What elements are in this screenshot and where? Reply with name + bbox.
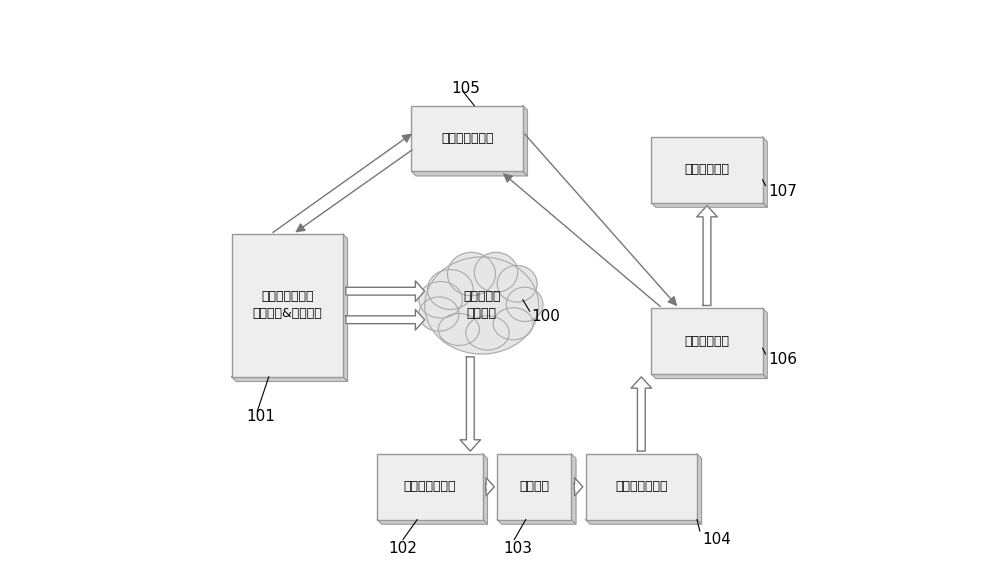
Polygon shape (232, 377, 348, 381)
Polygon shape (697, 454, 702, 524)
Polygon shape (460, 357, 481, 451)
Polygon shape (651, 203, 767, 207)
Polygon shape (497, 520, 576, 524)
Polygon shape (343, 234, 348, 381)
Text: 图像显示单元: 图像显示单元 (684, 163, 729, 176)
Ellipse shape (474, 252, 518, 292)
Polygon shape (346, 309, 425, 330)
Ellipse shape (419, 282, 462, 318)
Text: 光信号转换单元: 光信号转换单元 (615, 480, 668, 493)
FancyBboxPatch shape (411, 106, 523, 171)
Polygon shape (411, 171, 527, 176)
Text: 光信号发射单元
（可见光&激发光）: 光信号发射单元 （可见光&激发光） (252, 291, 322, 320)
Text: 105: 105 (451, 81, 480, 96)
Text: 102: 102 (389, 541, 418, 556)
Polygon shape (763, 308, 767, 379)
Text: 106: 106 (768, 352, 797, 367)
Ellipse shape (466, 316, 509, 350)
Ellipse shape (493, 308, 533, 340)
Text: 图像处理单元: 图像处理单元 (684, 335, 729, 348)
FancyBboxPatch shape (232, 234, 343, 377)
Ellipse shape (497, 266, 537, 302)
Text: 光信号控制单元: 光信号控制单元 (441, 132, 493, 145)
Polygon shape (697, 206, 717, 305)
Polygon shape (486, 477, 494, 496)
Ellipse shape (419, 297, 459, 331)
Polygon shape (574, 477, 583, 496)
Ellipse shape (425, 257, 539, 354)
Text: 104: 104 (703, 532, 732, 547)
Polygon shape (377, 520, 487, 524)
Polygon shape (523, 106, 527, 176)
Text: 摄像单元: 摄像单元 (519, 480, 549, 493)
Ellipse shape (506, 287, 543, 321)
Ellipse shape (438, 313, 479, 345)
Text: 100: 100 (531, 309, 560, 324)
FancyBboxPatch shape (651, 137, 763, 203)
FancyBboxPatch shape (497, 454, 571, 520)
Polygon shape (346, 281, 425, 301)
Text: 101: 101 (246, 409, 275, 424)
Text: 待检测组织
的荧光层: 待检测组织 的荧光层 (463, 291, 500, 320)
Text: 光信号采集单元: 光信号采集单元 (404, 480, 456, 493)
Text: 107: 107 (768, 184, 797, 199)
Ellipse shape (447, 252, 495, 296)
Ellipse shape (427, 270, 473, 309)
Polygon shape (631, 377, 652, 451)
Polygon shape (763, 137, 767, 207)
Polygon shape (586, 520, 702, 524)
Polygon shape (651, 374, 767, 379)
FancyBboxPatch shape (651, 308, 763, 374)
Polygon shape (483, 454, 487, 524)
Polygon shape (571, 454, 576, 524)
Text: 103: 103 (503, 541, 532, 556)
FancyBboxPatch shape (586, 454, 697, 520)
FancyBboxPatch shape (377, 454, 483, 520)
